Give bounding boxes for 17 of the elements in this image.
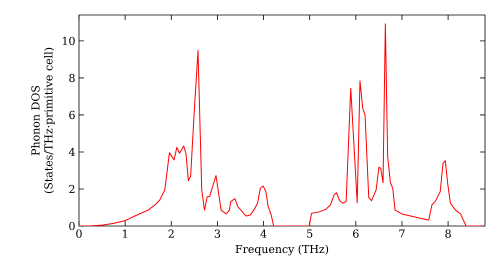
x-tick-label: 5 [307,230,312,238]
y-tick-label: 6 [69,110,75,120]
y-tick-label: 8 [69,74,75,82]
y-tick-label: 10 [62,36,75,46]
x-tick-label: 2 [168,230,174,238]
x-tick-label: 3 [214,230,220,238]
y-axis-title: Phonon DOS (States/THz·primitive cell) [31,48,55,194]
x-tick-label: 6 [353,230,359,238]
x-tick-label: 1 [122,230,128,238]
x-tick-label: 0 [76,230,82,238]
x-tick-label: 4 [260,230,266,238]
x-axis-title: Frequency (THz) [236,244,328,256]
y-tick-label: 4 [68,148,75,156]
y-tick-label: 0 [69,222,75,230]
y-tick-label: 2 [69,184,74,194]
x-tick-label: 7 [399,230,405,238]
x-tick-label: 8 [445,230,451,238]
